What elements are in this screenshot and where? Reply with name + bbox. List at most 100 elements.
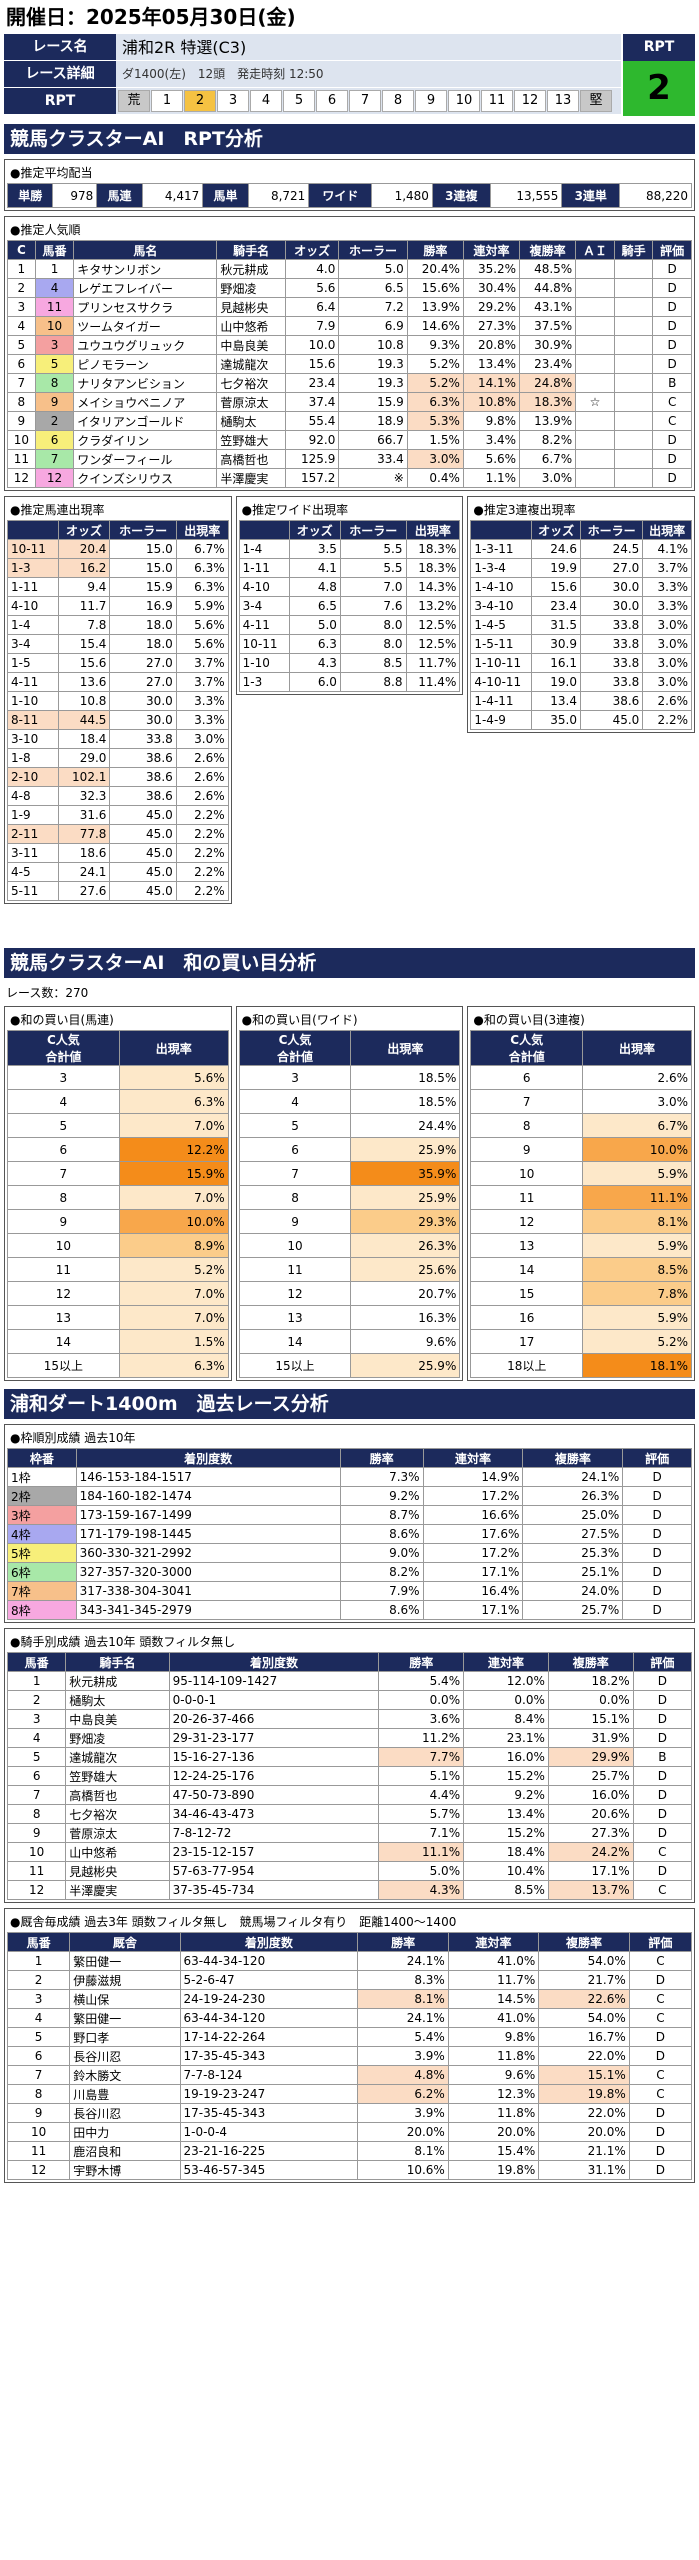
trainer-cell: 20.0% [538,2122,630,2142]
jockey-cell: 7.7% [378,1747,465,1767]
prob-cell: 1-4 [238,539,290,559]
frame-cell: 25.7% [522,1600,624,1620]
prob-row: 10-11 6.3 8.0 12.5% [238,634,461,654]
popularity-cell: 1.1% [462,468,521,488]
trainer-cell: D [628,2103,693,2123]
wa-row: 16 5.9% [470,1305,693,1330]
prob-header [7,520,59,540]
jockey-header: 複勝率 [547,1652,634,1672]
prob-cell: 2.6% [642,691,693,711]
trainer-cell: 3 [6,1989,71,2009]
wa-rate: 8.1% [582,1209,693,1234]
popularity-cell: 6.7% [519,449,577,469]
trainer-cell: 11.8% [447,2103,540,2123]
wa-row: 8 25.9% [238,1185,461,1210]
popularity-cell: 10 [34,316,75,336]
wa-sum: 10 [470,1161,584,1186]
prob-cell: 6.0 [288,672,341,692]
wa-row: 7 35.9% [238,1161,461,1186]
prob-cell: 1-10 [238,653,290,673]
frame-cell: 16.4% [422,1581,524,1601]
popularity-cell: ※ [338,468,408,488]
prob-cell: 6.3 [288,634,341,654]
prob-cell: 18.3% [405,539,461,559]
popularity-cell: 5.6 [284,278,340,298]
popularity-cell: 5 [34,354,75,374]
frame-cell: D [622,1467,692,1487]
prob-cell: 2.2% [175,862,229,882]
prob-cell: 6.3% [175,558,229,578]
wa-row: 15 7.8% [470,1281,693,1306]
trainer-row: 7 鈴木勝文 7-7-8-124 4.8% 9.6% 15.1% C [6,2065,693,2085]
trainer-cell: 川島豊 [69,2084,181,2104]
jockey-cell: 9 [6,1823,67,1843]
popularity-cell: クインズシリウス [73,468,218,488]
wa-rate: 18.1% [582,1353,693,1378]
trainer-cell: 5.4% [357,2027,449,2047]
wa-sum: 3 [7,1065,120,1090]
popularity-cell: 14.1% [462,373,521,393]
prob-cell: 9.4 [57,577,111,597]
wa-sum: 11 [7,1257,120,1282]
jockey-cell: 11.2% [378,1728,465,1748]
jockey-cell: 29-31-23-177 [168,1728,380,1748]
prob-cell: 38.6 [109,748,177,768]
wa-sum: 7 [470,1089,584,1114]
jockey-cell: 5.7% [378,1804,465,1824]
prob-cell: 5.5 [339,539,407,559]
popularity-cell [575,316,615,336]
frame-cell: 7枠 [7,1581,77,1601]
prob-cell: 4-5 [7,862,59,882]
prob-cell: 3.5 [288,539,341,559]
popularity-cell: 半澤慶実 [216,468,286,488]
wa-row: 6 25.9% [238,1137,461,1162]
jockey-header: 勝率 [378,1652,465,1672]
popularity-cell: 9 [34,392,75,412]
popularity-cell [613,335,654,355]
trainer-cell: 12 [6,2160,71,2180]
prob-cell: 20.4 [57,539,111,559]
trainer-cell: D [628,2160,693,2180]
popularity-cell: ユウユウグリュック [73,335,218,355]
prob-cell: 24.5 [579,539,644,559]
popularity-cell: C [652,392,692,412]
prob-cell: 1-3-11 [470,539,533,559]
wa-header-sum: C人気 合計値 [238,1030,352,1066]
wa-row: 15以上 6.3% [7,1353,229,1378]
wa-sum: 9 [7,1209,120,1234]
prob-cell: 45.0 [109,805,177,825]
jockey-cell: 12 [6,1880,67,1900]
section-past-races: 浦和ダート1400m 過去レース分析 [4,1389,695,1419]
frame-header: 連対率 [422,1448,524,1468]
jockey-cell: 24.2% [547,1842,634,1862]
trainer-cell: 41.0% [447,1951,540,1971]
wa-row: 12 8.1% [470,1209,693,1234]
wa-row: 13 16.3% [238,1305,461,1330]
jockey-cell: 7-8-12-72 [168,1823,380,1843]
wa-row: 18以上 18.1% [470,1353,693,1378]
popularity-cell: メイショウペニノア [73,392,218,412]
prob-cell: 44.5 [57,710,111,730]
rpt-scale-cell: 8 [382,90,414,112]
popularity-cell: D [652,278,692,298]
rpt-value: 2 [623,61,695,116]
prob-cell: 27.0 [579,558,644,578]
jockey-cell: 16.0% [463,1747,549,1767]
prob-row: 1-4-9 35.0 45.0 2.2% [470,710,693,730]
trainer-row: 5 野口孝 17-14-22-264 5.4% 9.8% 16.7% D [6,2027,693,2047]
prob-cell: 33.8 [579,634,644,654]
popularity-row: 4 10 ツームタイガー 山中悠希 7.9 6.9 14.6% 27.3% 37.5% D [7,316,692,336]
prob-cell: 1-3 [238,672,290,692]
prob-cell: 4-10 [238,577,290,597]
wa-row: 8 7.0% [7,1185,229,1210]
prob-cell: 16.1 [531,653,581,673]
popularity-cell: 3.0% [519,468,577,488]
prob-cell: 15.0 [109,558,177,578]
race-name: 浦和2R 特選(C3) [116,34,621,60]
wa-sum: 12 [470,1209,584,1234]
prob-row: 4-8 32.3 38.6 2.6% [7,786,229,806]
avg-payout-value: 88,220 [619,183,692,208]
wa-row: 7 3.0% [470,1089,693,1114]
wa-row: 14 8.5% [470,1257,693,1282]
frame-cell: 25.3% [522,1543,624,1563]
